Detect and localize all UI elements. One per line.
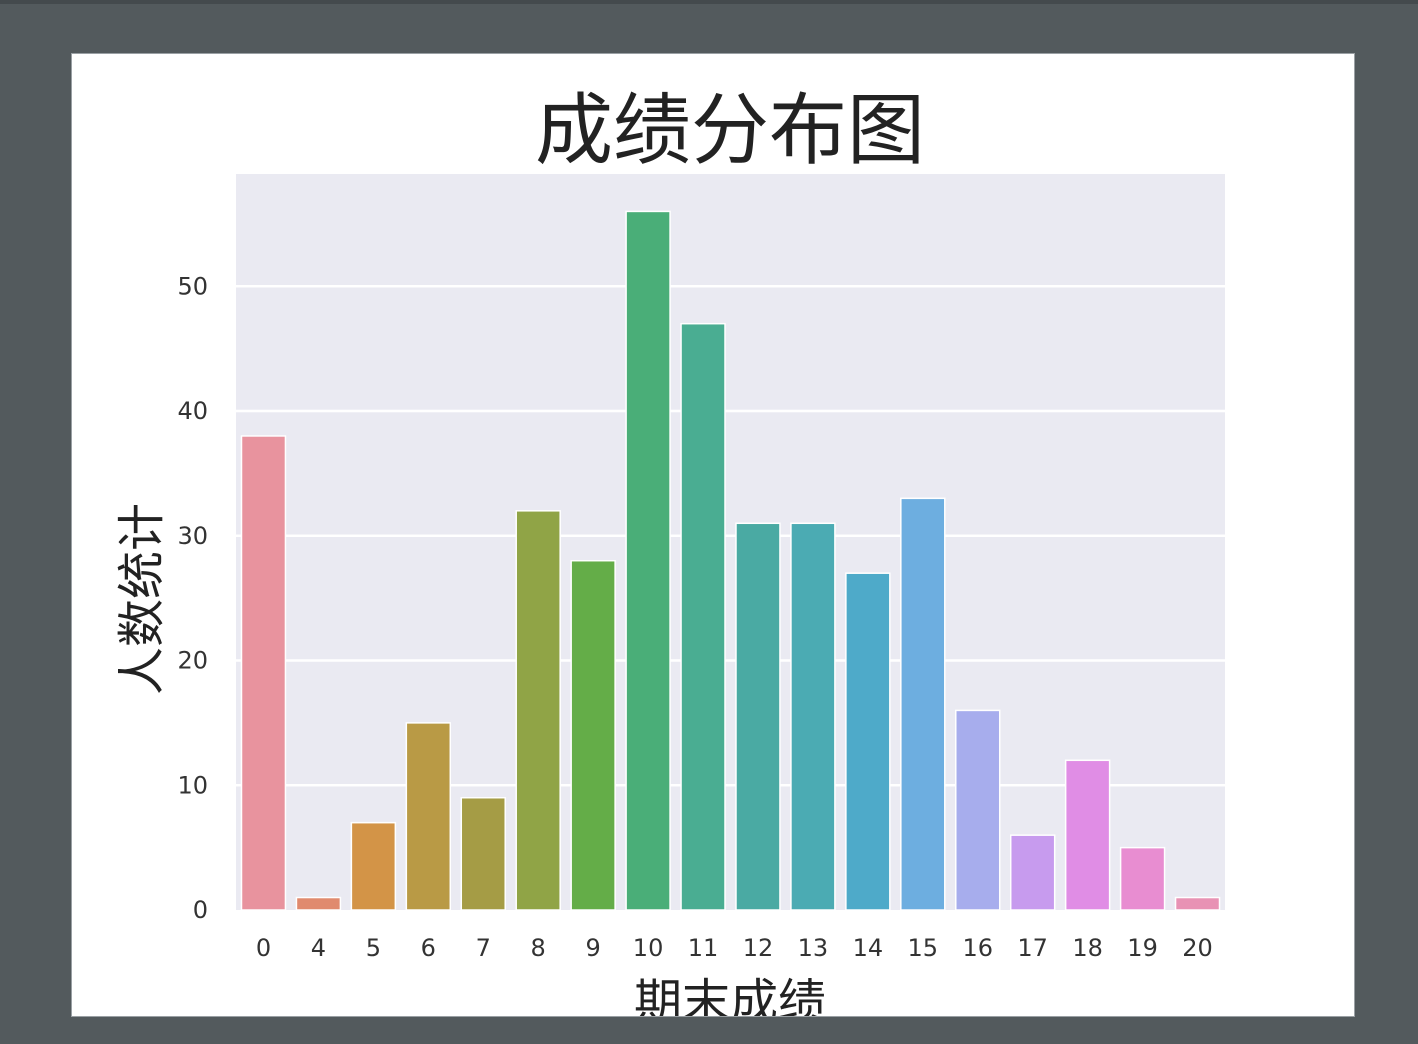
bar-0	[240, 435, 287, 911]
y-tick-label: 0	[193, 896, 208, 924]
x-tick-label: 10	[633, 934, 664, 962]
bar-20	[1174, 896, 1221, 911]
x-tick-label: 20	[1182, 934, 1213, 962]
x-tick-label: 13	[798, 934, 829, 962]
plot-area	[236, 174, 1225, 910]
x-tick-label: 19	[1127, 934, 1158, 962]
x-tick-label: 9	[585, 934, 600, 962]
x-tick-label: 7	[476, 934, 491, 962]
bar-9	[570, 559, 616, 911]
x-tick-label: 14	[853, 934, 884, 962]
chart-title: 成绩分布图	[535, 86, 925, 176]
bars	[240, 210, 1221, 911]
y-tick-label: 10	[177, 771, 208, 799]
y-axis-label: 人数统计	[114, 503, 170, 695]
viewer-top-edge	[0, 0, 1418, 4]
y-tick-label: 20	[177, 647, 208, 675]
bar-8	[515, 510, 561, 911]
grid-lines	[236, 285, 1225, 787]
bar-6	[405, 722, 452, 911]
y-tick-label: 40	[177, 397, 208, 425]
y-tick-labels: 0 10 20 30 40 50	[177, 272, 208, 924]
x-tick-label: 12	[743, 934, 774, 962]
y-tick-label: 30	[177, 522, 208, 550]
x-axis-label: 期末成绩	[634, 974, 826, 1017]
x-tick-label: 0	[256, 934, 271, 962]
bar-15	[900, 497, 946, 911]
x-tick-label: 17	[1017, 934, 1048, 962]
bar-5	[350, 821, 397, 911]
x-tick-label: 5	[366, 934, 381, 962]
bar-14	[845, 572, 891, 911]
x-tick-label: 4	[311, 934, 326, 962]
bar-4	[295, 896, 342, 911]
x-tick-label: 18	[1072, 934, 1103, 962]
chart-figure: 0 10 20 30 40 50 0 4 5 6 7 8 9 10 11 12 13 14 15 16 17 18 19 2…	[71, 53, 1355, 1017]
y-tick-label: 50	[177, 272, 208, 300]
bar-16	[955, 709, 1001, 911]
x-tick-label: 11	[688, 934, 719, 962]
bar-17	[1009, 834, 1056, 911]
bar-11	[680, 322, 726, 911]
x-tick-label: 16	[962, 934, 993, 962]
bar-chart: 0 10 20 30 40 50 0 4 5 6 7 8 9 10 11 12 13 14 15 16 17 18 19 2…	[114, 86, 1225, 1017]
x-tick-label: 8	[531, 934, 546, 962]
bar-10	[625, 210, 671, 911]
x-tick-label: 6	[421, 934, 436, 962]
bar-13	[790, 522, 836, 911]
bar-18	[1064, 759, 1111, 911]
bar-7	[460, 796, 506, 911]
bar-19	[1119, 846, 1166, 911]
x-tick-label: 15	[908, 934, 939, 962]
bar-12	[735, 522, 781, 911]
x-tick-labels: 0 4 5 6 7 8 9 10 11 12 13 14 15 16 17 18 19 20	[256, 934, 1213, 962]
